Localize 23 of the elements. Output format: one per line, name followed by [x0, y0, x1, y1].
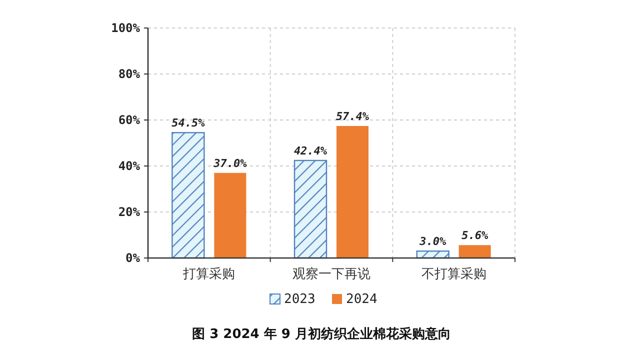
bar	[214, 172, 246, 258]
y-tick-label: 80%	[118, 67, 141, 81]
y-tick-label: 60%	[118, 113, 141, 127]
data-label: 5.6%	[462, 229, 488, 242]
legend-label: 2023	[284, 292, 316, 307]
data-label: 3.0%	[418, 235, 446, 248]
data-label: 54.5%	[172, 116, 206, 130]
x-tick-label: 不打算采购	[421, 267, 486, 282]
bar	[294, 160, 328, 259]
data-label: 42.4%	[294, 144, 328, 158]
bar	[336, 126, 368, 258]
y-tick-label: 100%	[111, 21, 141, 35]
text: 图 3 2024 年 9 月初纺织企业棉花采购意向	[192, 326, 451, 342]
y-tick-label: 0%	[126, 251, 141, 265]
bar	[458, 245, 491, 258]
legend-label: 2024	[346, 292, 378, 307]
data-label: 37.0%	[212, 156, 248, 170]
bar	[172, 132, 205, 259]
x-tick-label: 观察一下再说	[292, 266, 370, 282]
y-tick-label: 40%	[118, 159, 141, 173]
data-label: 57.4%	[336, 110, 370, 123]
y-tick-label: 20%	[118, 205, 141, 219]
x-tick-label: 打算采购	[182, 267, 236, 282]
